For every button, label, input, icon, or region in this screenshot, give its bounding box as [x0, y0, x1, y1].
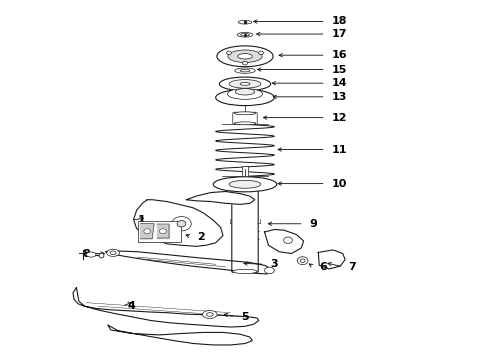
Polygon shape: [265, 229, 304, 253]
Text: 12: 12: [331, 113, 347, 123]
Polygon shape: [134, 200, 223, 246]
Text: 5: 5: [241, 312, 249, 322]
Ellipse shape: [300, 259, 305, 262]
Ellipse shape: [241, 33, 249, 36]
Ellipse shape: [234, 122, 256, 125]
Bar: [138, 221, 181, 242]
Ellipse shape: [238, 21, 252, 24]
Text: 9: 9: [310, 219, 318, 229]
FancyBboxPatch shape: [233, 112, 257, 125]
Ellipse shape: [235, 68, 255, 73]
Ellipse shape: [202, 311, 217, 319]
Polygon shape: [186, 192, 255, 204]
Ellipse shape: [235, 89, 255, 95]
Circle shape: [243, 61, 247, 65]
Text: 17: 17: [331, 29, 347, 39]
Text: 4: 4: [128, 301, 136, 311]
Ellipse shape: [217, 46, 273, 67]
Text: 8: 8: [82, 248, 90, 258]
Text: 15: 15: [331, 64, 347, 75]
Text: 18: 18: [331, 17, 347, 27]
Polygon shape: [106, 251, 274, 274]
Ellipse shape: [229, 180, 261, 188]
Ellipse shape: [237, 32, 253, 37]
Ellipse shape: [220, 77, 270, 91]
Ellipse shape: [265, 267, 274, 274]
Circle shape: [259, 51, 264, 55]
Ellipse shape: [297, 257, 308, 265]
Text: 7: 7: [348, 262, 356, 272]
Ellipse shape: [229, 80, 261, 88]
Text: 10: 10: [331, 179, 347, 189]
Ellipse shape: [240, 82, 250, 85]
Circle shape: [226, 51, 231, 55]
Ellipse shape: [284, 237, 293, 243]
Ellipse shape: [86, 252, 96, 257]
Ellipse shape: [228, 50, 262, 63]
Ellipse shape: [238, 54, 252, 59]
Text: 3: 3: [270, 259, 278, 269]
Polygon shape: [157, 225, 169, 238]
Circle shape: [159, 229, 166, 234]
Ellipse shape: [213, 177, 277, 192]
Ellipse shape: [227, 89, 263, 99]
Text: 14: 14: [331, 78, 347, 88]
Polygon shape: [318, 250, 345, 269]
Text: 16: 16: [331, 50, 347, 60]
Ellipse shape: [107, 249, 120, 256]
Ellipse shape: [177, 221, 186, 227]
Text: 11: 11: [331, 144, 347, 154]
Ellipse shape: [172, 217, 191, 231]
Ellipse shape: [206, 313, 213, 316]
Text: 1: 1: [138, 215, 145, 225]
Ellipse shape: [234, 112, 256, 115]
Text: 2: 2: [197, 232, 205, 242]
Ellipse shape: [233, 269, 257, 274]
FancyBboxPatch shape: [232, 184, 258, 272]
Circle shape: [144, 229, 151, 234]
Ellipse shape: [216, 89, 274, 105]
Polygon shape: [73, 288, 259, 327]
Text: 6: 6: [319, 262, 327, 272]
Ellipse shape: [110, 251, 116, 255]
Ellipse shape: [240, 69, 250, 72]
Polygon shape: [108, 325, 252, 345]
Bar: [242, 166, 248, 185]
Text: 13: 13: [331, 92, 347, 102]
Polygon shape: [141, 224, 154, 239]
